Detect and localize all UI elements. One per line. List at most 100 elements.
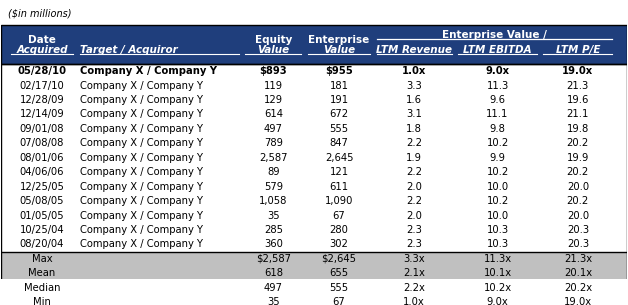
Text: 579: 579 <box>264 182 283 192</box>
Text: 05/08/05: 05/08/05 <box>19 196 64 206</box>
Text: 2.0: 2.0 <box>406 210 422 221</box>
Text: 10.0: 10.0 <box>487 210 509 221</box>
Text: Company X / Company Y: Company X / Company Y <box>80 138 203 148</box>
FancyBboxPatch shape <box>1 25 627 64</box>
Text: 10.2: 10.2 <box>486 196 509 206</box>
FancyBboxPatch shape <box>1 208 627 223</box>
Text: 20.2: 20.2 <box>566 167 589 177</box>
Text: LTM EBITDA: LTM EBITDA <box>463 45 532 55</box>
FancyBboxPatch shape <box>1 93 627 107</box>
Text: Equity: Equity <box>255 34 292 45</box>
Text: 12/25/05: 12/25/05 <box>19 182 65 192</box>
Text: 02/17/10: 02/17/10 <box>19 81 65 91</box>
Text: 119: 119 <box>264 81 283 91</box>
Text: Acquired: Acquired <box>16 45 68 55</box>
Text: $893: $893 <box>259 66 287 76</box>
Text: Company X / Company Y: Company X / Company Y <box>80 124 203 134</box>
Text: 35: 35 <box>267 297 279 305</box>
FancyBboxPatch shape <box>1 179 627 194</box>
Text: 1.9: 1.9 <box>406 153 422 163</box>
Text: Target / Acquiror: Target / Acquiror <box>80 45 177 55</box>
Text: 10.2x: 10.2x <box>484 283 512 293</box>
Text: 655: 655 <box>330 268 349 278</box>
Text: 3.3x: 3.3x <box>403 254 425 264</box>
Text: 1.0x: 1.0x <box>402 66 426 76</box>
Text: 20.3: 20.3 <box>567 225 589 235</box>
Text: 67: 67 <box>333 210 345 221</box>
Text: Enterprise: Enterprise <box>308 34 370 45</box>
Text: 181: 181 <box>330 81 349 91</box>
FancyBboxPatch shape <box>1 78 627 93</box>
Text: Max: Max <box>32 254 52 264</box>
Text: 10.2: 10.2 <box>486 138 509 148</box>
Text: 302: 302 <box>330 239 349 249</box>
Text: Company X / Company Y: Company X / Company Y <box>80 81 203 91</box>
Text: Min: Min <box>33 297 51 305</box>
Text: 20.0: 20.0 <box>567 182 589 192</box>
Text: 10/25/04: 10/25/04 <box>19 225 64 235</box>
Text: 20.0: 20.0 <box>567 210 589 221</box>
Text: 04/06/06: 04/06/06 <box>19 167 64 177</box>
Text: 12/14/09: 12/14/09 <box>19 109 65 120</box>
Text: 129: 129 <box>264 95 283 105</box>
Text: 121: 121 <box>330 167 349 177</box>
Text: 611: 611 <box>330 182 349 192</box>
Text: 12/28/09: 12/28/09 <box>19 95 65 105</box>
Text: 1.8: 1.8 <box>406 124 422 134</box>
Text: 20.2: 20.2 <box>566 196 589 206</box>
Text: 618: 618 <box>264 268 283 278</box>
Text: Mean: Mean <box>28 268 56 278</box>
Text: 10.3: 10.3 <box>487 239 509 249</box>
Text: 2.2: 2.2 <box>406 196 422 206</box>
FancyBboxPatch shape <box>1 252 627 266</box>
Text: $2,587: $2,587 <box>256 254 291 264</box>
Text: Value: Value <box>257 45 290 55</box>
Text: 847: 847 <box>330 138 349 148</box>
Text: 19.6: 19.6 <box>566 95 589 105</box>
FancyBboxPatch shape <box>1 295 627 305</box>
FancyBboxPatch shape <box>1 136 627 151</box>
FancyBboxPatch shape <box>1 194 627 208</box>
Text: 10.3: 10.3 <box>487 225 509 235</box>
Text: 2.3: 2.3 <box>406 239 422 249</box>
Text: 672: 672 <box>330 109 349 120</box>
Text: 2.2: 2.2 <box>406 138 422 148</box>
Text: Company X / Company Y: Company X / Company Y <box>80 109 203 120</box>
Text: Date: Date <box>28 34 56 45</box>
Text: 2.3: 2.3 <box>406 225 422 235</box>
Text: 2.2: 2.2 <box>406 167 422 177</box>
Text: 09/01/08: 09/01/08 <box>19 124 64 134</box>
Text: 20.2: 20.2 <box>566 138 589 148</box>
Text: LTM P/E: LTM P/E <box>556 45 600 55</box>
Text: 2,645: 2,645 <box>325 153 354 163</box>
Text: 2.2x: 2.2x <box>403 283 425 293</box>
Text: 1.6: 1.6 <box>406 95 422 105</box>
Text: 191: 191 <box>330 95 349 105</box>
Text: 1,058: 1,058 <box>259 196 288 206</box>
Text: 20.3: 20.3 <box>567 239 589 249</box>
Text: 280: 280 <box>330 225 349 235</box>
Text: 20.1x: 20.1x <box>564 268 592 278</box>
FancyBboxPatch shape <box>1 151 627 165</box>
Text: 9.0x: 9.0x <box>487 297 509 305</box>
Text: 19.8: 19.8 <box>566 124 589 134</box>
Text: 1.0x: 1.0x <box>403 297 425 305</box>
Text: 360: 360 <box>264 239 283 249</box>
Text: 614: 614 <box>264 109 283 120</box>
Text: Company X / Company Y: Company X / Company Y <box>80 66 217 76</box>
Text: 3.3: 3.3 <box>406 81 422 91</box>
Text: 285: 285 <box>264 225 283 235</box>
Text: 9.6: 9.6 <box>489 95 506 105</box>
Text: Company X / Company Y: Company X / Company Y <box>80 210 203 221</box>
Text: 2.0: 2.0 <box>406 182 422 192</box>
Text: 11.1: 11.1 <box>486 109 509 120</box>
Text: 555: 555 <box>330 283 349 293</box>
Text: Company X / Company Y: Company X / Company Y <box>80 95 203 105</box>
Text: Company X / Company Y: Company X / Company Y <box>80 167 203 177</box>
Text: 10.0: 10.0 <box>487 182 509 192</box>
Text: 10.1x: 10.1x <box>484 268 512 278</box>
FancyBboxPatch shape <box>1 107 627 122</box>
Text: 2.1x: 2.1x <box>403 268 425 278</box>
Text: 19.9: 19.9 <box>566 153 589 163</box>
Text: 01/05/05: 01/05/05 <box>19 210 64 221</box>
